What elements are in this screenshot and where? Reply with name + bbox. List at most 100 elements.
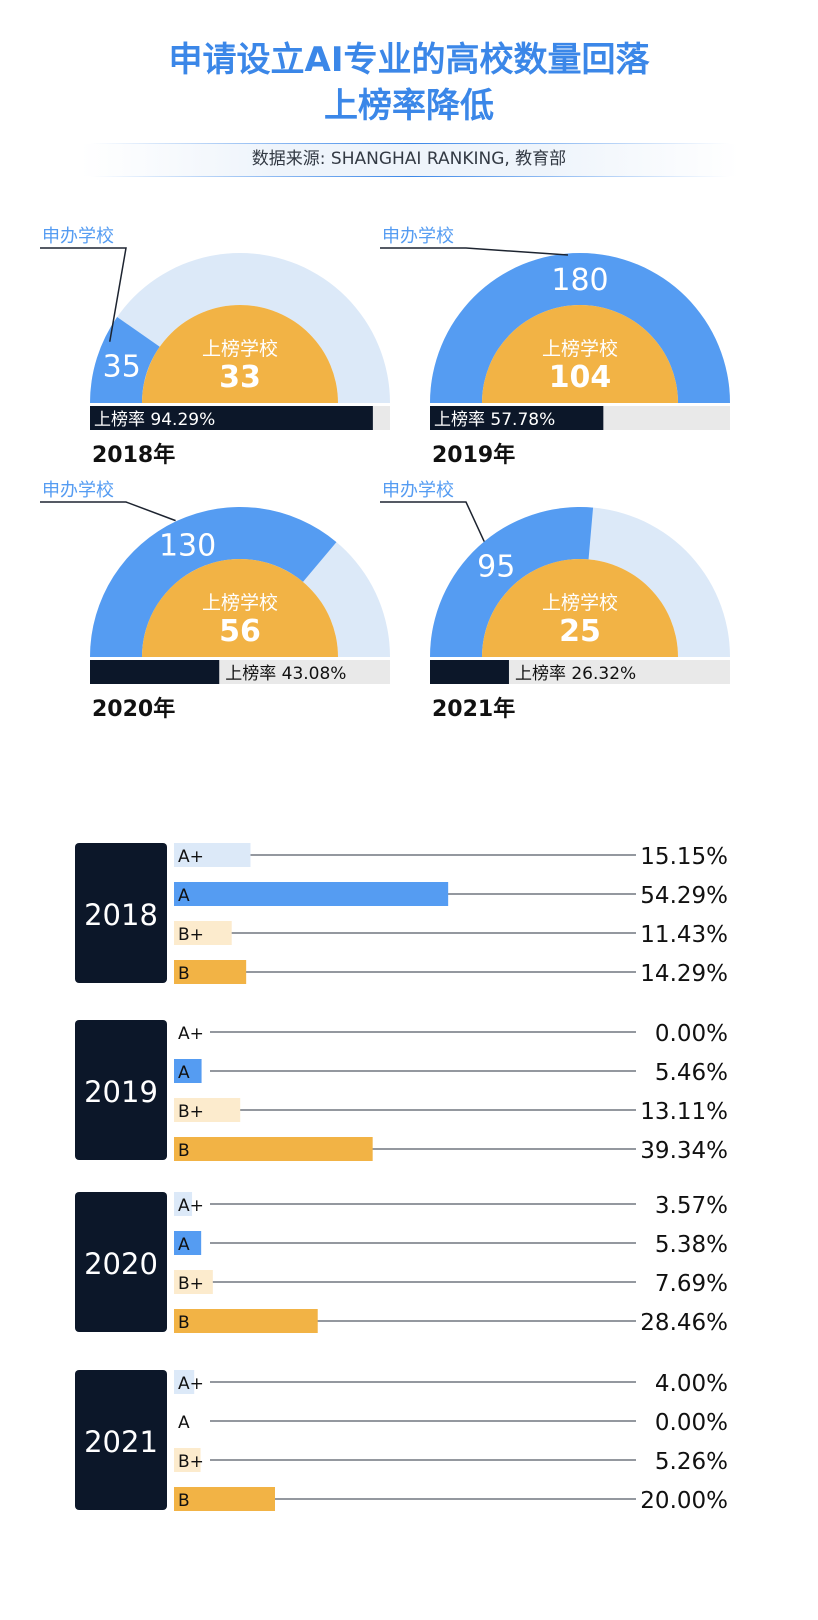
applied-label: 申办学校 xyxy=(42,226,114,247)
year-label: 2021年 xyxy=(432,696,515,722)
grade-value: 20.00% xyxy=(640,1488,728,1514)
grade-value: 4.00% xyxy=(655,1371,728,1397)
grade-label: A+ xyxy=(178,1024,204,1044)
year-label: 2019年 xyxy=(432,442,515,468)
grade-value: 13.11% xyxy=(640,1099,728,1125)
applied-label: 申办学校 xyxy=(382,226,454,247)
ranked-label: 上榜学校 xyxy=(202,338,278,360)
ranked-value: 104 xyxy=(549,360,612,395)
year-block xyxy=(75,843,167,983)
grade-label: B xyxy=(178,964,190,984)
grade-bar xyxy=(174,1270,213,1294)
source-text: 数据来源: SHANGHAI RANKING, 教育部 xyxy=(251,149,567,169)
grade-label: A xyxy=(178,1063,190,1083)
gauge-applied-arc xyxy=(430,252,730,403)
source-divider-top xyxy=(90,143,730,144)
applied-leader-line xyxy=(40,501,176,522)
year-block-label: 2021 xyxy=(84,1425,158,1459)
ranked-label: 上榜学校 xyxy=(542,592,618,614)
grade-bar xyxy=(174,843,251,867)
grade-label: B xyxy=(178,1491,190,1511)
gauge-track xyxy=(90,253,390,403)
grade-value: 5.26% xyxy=(655,1449,728,1475)
grade-label: A xyxy=(178,1413,190,1433)
ranked-label: 上榜学校 xyxy=(542,338,618,360)
year-block-label: 2020 xyxy=(84,1247,158,1281)
grade-value: 5.46% xyxy=(655,1060,728,1086)
grade-value: 7.69% xyxy=(655,1271,728,1297)
grade-value: 3.57% xyxy=(655,1193,728,1219)
grade-label: B xyxy=(178,1141,190,1161)
grade-bar xyxy=(174,1137,373,1161)
ranked-value: 33 xyxy=(219,360,261,395)
rate-bar-fill xyxy=(90,406,373,430)
chart-title-line1: 申请设立AI专业的高校数量回落 xyxy=(168,40,650,80)
year-label: 2018年 xyxy=(92,442,175,468)
source-divider-bottom xyxy=(90,176,730,177)
grade-label: A+ xyxy=(178,847,204,867)
year-block xyxy=(75,1020,167,1160)
grade-value: 11.43% xyxy=(640,922,728,948)
grade-label: B+ xyxy=(178,925,204,945)
year-block xyxy=(75,1370,167,1510)
rate-label: 上榜率 57.78% xyxy=(434,410,555,430)
gauge-applied-arc xyxy=(430,507,594,657)
applied-value: 95 xyxy=(477,550,515,585)
grade-value: 15.15% xyxy=(640,844,728,870)
grade-value: 54.29% xyxy=(640,883,728,909)
rate-bar-fill xyxy=(430,660,509,684)
chart-title-line2: 上榜率降低 xyxy=(324,86,494,126)
ranked-value: 56 xyxy=(219,614,261,649)
rate-label: 上榜率 43.08% xyxy=(225,664,346,684)
gauge-ranked-disc xyxy=(142,559,338,657)
year-block xyxy=(75,1192,167,1332)
grade-label: B+ xyxy=(178,1452,204,1472)
gauge-ranked-disc xyxy=(482,559,678,657)
grade-bar xyxy=(174,882,449,906)
applied-label: 申办学校 xyxy=(42,480,114,501)
grade-bar-overlay xyxy=(174,1231,202,1255)
gauge-ranked-disc xyxy=(482,305,678,403)
rate-bar-fill xyxy=(430,406,604,430)
gauge-ranked-disc xyxy=(142,305,338,403)
grade-label: A+ xyxy=(178,1374,204,1394)
applied-value: 130 xyxy=(159,529,216,564)
grade-value: 0.00% xyxy=(655,1021,728,1047)
grade-value: 5.38% xyxy=(655,1232,728,1258)
grade-bar-overlay xyxy=(174,1059,202,1083)
ranked-label: 上榜学校 xyxy=(202,592,278,614)
rate-label: 上榜率 26.32% xyxy=(515,664,636,684)
applied-label: 申办学校 xyxy=(382,480,454,501)
applied-leader-line xyxy=(40,247,127,342)
grade-bar xyxy=(174,1309,318,1333)
grade-bar xyxy=(174,1487,275,1511)
grade-bar-overlay xyxy=(174,1192,193,1216)
rate-label: 上榜率 94.29% xyxy=(94,410,215,430)
applied-value: 180 xyxy=(551,263,608,298)
grade-label: A+ xyxy=(178,1196,204,1216)
grade-bar-overlay xyxy=(174,1370,195,1394)
year-label: 2020年 xyxy=(92,696,175,722)
grade-value: 39.34% xyxy=(640,1138,728,1164)
ranked-value: 25 xyxy=(559,614,601,649)
year-block-label: 2018 xyxy=(84,898,158,932)
grade-bar xyxy=(174,1098,241,1122)
gauge-applied-arc xyxy=(90,506,337,657)
applied-leader-line xyxy=(380,247,569,256)
grade-bar-overlay xyxy=(174,1448,201,1472)
grade-bar xyxy=(174,921,232,945)
source-band xyxy=(80,144,740,176)
grade-value: 0.00% xyxy=(655,1410,728,1436)
grade-label-bg xyxy=(174,1409,210,1433)
grade-label: A xyxy=(178,1235,190,1255)
grade-label-bg xyxy=(174,1020,210,1044)
grade-label: B xyxy=(178,1313,190,1333)
grade-value: 14.29% xyxy=(640,961,728,987)
applied-leader-line xyxy=(380,501,485,542)
rate-bar-fill xyxy=(90,660,220,684)
grade-label: B+ xyxy=(178,1102,204,1122)
year-block-label: 2019 xyxy=(84,1075,158,1109)
grade-label: A xyxy=(178,886,190,906)
